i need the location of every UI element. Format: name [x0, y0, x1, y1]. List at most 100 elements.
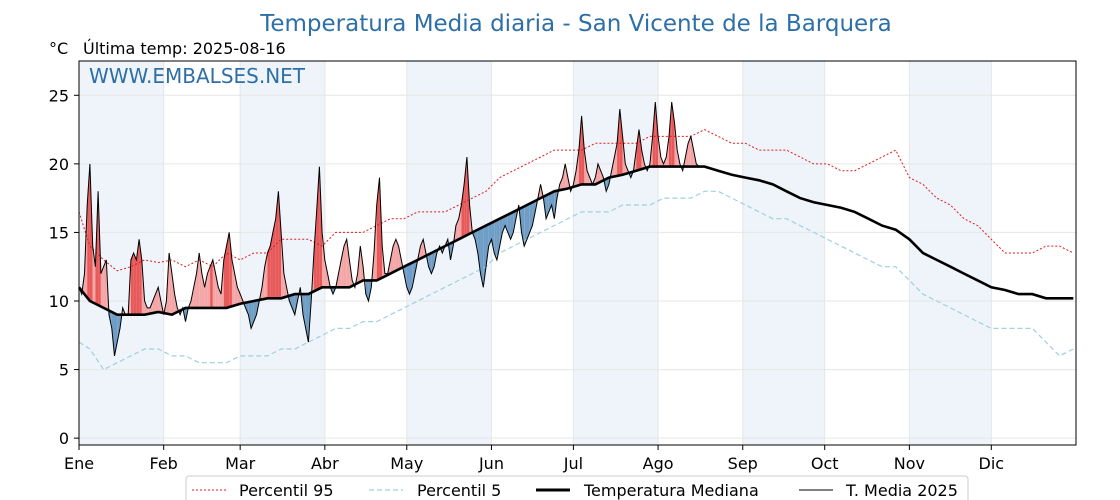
legend-label-p5: Percentil 5 — [417, 481, 501, 500]
legend: Percentil 95 Percentil 5 Temperatura Med… — [185, 475, 969, 500]
anomaly-above — [313, 211, 317, 292]
anomaly-above — [100, 266, 104, 308]
anomaly-below — [248, 301, 252, 329]
anomaly-above — [559, 177, 563, 191]
anomaly-above — [322, 232, 325, 288]
anomaly-below — [502, 215, 506, 233]
anomaly-below — [412, 261, 415, 288]
anomaly-above — [234, 273, 238, 306]
month-band — [573, 61, 659, 445]
y-tick-label: 15 — [49, 223, 69, 242]
anomaly-below — [251, 301, 254, 329]
anomaly-above — [636, 129, 639, 171]
anomaly-above — [103, 259, 107, 310]
anomaly-above — [144, 301, 148, 315]
x-tick-label: Jun — [478, 454, 504, 473]
plot-frame — [78, 60, 1077, 446]
anomaly-above — [562, 163, 566, 190]
anomaly-above — [283, 273, 287, 298]
anomaly-above — [597, 163, 601, 184]
y-tick-label: 10 — [49, 292, 69, 311]
anomaly-above — [130, 253, 134, 315]
anomaly-above — [199, 253, 202, 308]
anomaly-above — [133, 253, 137, 315]
last-temp-label: Última temp: 2025-08-16 — [83, 39, 286, 58]
anomaly-above — [272, 218, 276, 299]
anomaly-above — [196, 253, 200, 308]
anomaly-below — [491, 221, 495, 253]
anomaly-above — [319, 166, 323, 289]
anomaly-below — [521, 206, 525, 247]
anomaly-below — [477, 228, 481, 274]
anomaly-above — [655, 102, 659, 167]
y-tick-label: 0 — [59, 429, 69, 448]
anomaly-above — [226, 232, 230, 308]
y-tick-label: 5 — [59, 361, 69, 380]
x-axis-ticks: Ene Feb Mar Abr May Jun Jul Ago Sep Oct Nov Dic — [64, 445, 1004, 473]
anomaly-above — [158, 287, 161, 313]
anomaly-below — [480, 226, 484, 288]
anomaly-above — [652, 102, 656, 167]
month-band — [742, 61, 825, 445]
anomaly-above — [223, 246, 227, 308]
anomaly-above — [237, 287, 241, 305]
anomaly-below — [289, 294, 293, 308]
series-lines — [77, 102, 1074, 371]
legend-label-median: Temperatura Mediana — [583, 481, 759, 500]
anomaly-above — [92, 246, 96, 304]
anomaly-above — [338, 259, 342, 288]
anomaly-below — [510, 211, 514, 240]
month-bands — [79, 61, 992, 445]
anomaly-above — [278, 191, 282, 299]
anomaly-below — [524, 205, 527, 247]
anomaly-below — [507, 213, 511, 240]
anomaly-below — [406, 263, 410, 295]
anomaly-below — [606, 177, 609, 192]
anomaly-above — [150, 301, 153, 314]
anomaly-above — [201, 273, 205, 308]
anomaly-below — [526, 203, 530, 240]
anomaly-above — [581, 115, 585, 185]
x-tick-label: Oct — [811, 454, 839, 473]
anomaly-above — [638, 129, 642, 170]
anomaly-above — [576, 150, 579, 187]
anomaly-above — [614, 143, 618, 177]
anomaly-below — [548, 192, 552, 212]
legend-label-2025: T. Media 2025 — [845, 481, 958, 500]
chart-title: Temperatura Media diaria - San Vicente d… — [259, 11, 892, 37]
x-tick-label: Mar — [225, 454, 256, 473]
x-tick-label: Abr — [311, 454, 339, 473]
anomaly-above — [376, 177, 380, 281]
anomaly-below — [485, 224, 489, 267]
legend-box — [185, 475, 969, 500]
x-tick-label: Sep — [728, 454, 758, 473]
anomaly-above — [267, 246, 271, 299]
y-axis-ticks: 0 5 10 15 20 25 — [49, 86, 79, 448]
anomaly-below — [532, 200, 536, 226]
anomaly-above — [343, 239, 347, 288]
anomaly-below — [499, 217, 503, 247]
anomaly-above — [390, 246, 394, 274]
x-tick-label: Ago — [643, 454, 674, 473]
anomaly-above — [316, 166, 320, 291]
x-tick-label: Feb — [150, 454, 178, 473]
x-tick-label: Nov — [894, 454, 925, 473]
series-media-2025 — [78, 102, 700, 356]
anomaly-above — [210, 259, 213, 308]
anomaly-above — [464, 157, 467, 237]
anomaly-above — [324, 259, 328, 288]
series-temperatura-mediana — [77, 165, 1074, 317]
anomaly-above — [204, 273, 208, 308]
anomaly-above — [171, 273, 175, 315]
anomaly-above — [393, 239, 396, 273]
anomaly-above — [275, 191, 279, 299]
anomaly-above — [461, 184, 465, 238]
anomaly-above — [207, 266, 211, 308]
anomaly-above — [690, 136, 694, 167]
anomaly-below — [245, 302, 249, 315]
anomaly-above — [587, 170, 590, 185]
series-percentil-95 — [78, 129, 1074, 272]
anomaly-below — [494, 220, 497, 260]
